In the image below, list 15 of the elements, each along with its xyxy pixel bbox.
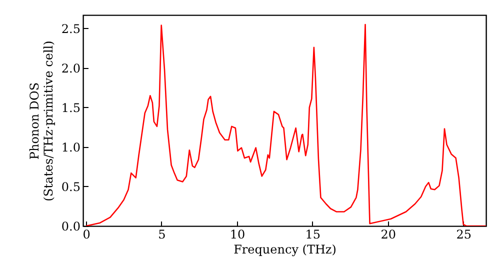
- y-tick-label: 0.5: [61, 180, 80, 194]
- y-tick-label: 1.5: [61, 100, 80, 115]
- line-series: [85, 24, 486, 226]
- x-tick-label: 15: [305, 228, 321, 242]
- y-tick-label: 2.5: [61, 22, 80, 36]
- y-tick-label: 2.0: [61, 61, 80, 76]
- y-axis-title: Phonon DOS (States/THz·primitive cell): [27, 40, 56, 202]
- y-tick-label: 1.0: [61, 140, 80, 154]
- x-axis-title: Frequency (THz): [234, 242, 336, 256]
- x-tick-label: 5: [158, 228, 166, 242]
- x-tick-label: 10: [230, 228, 246, 242]
- x-tick-label: 0: [82, 228, 90, 242]
- x-tick-label: 25: [456, 228, 472, 242]
- x-tick-label: 20: [380, 228, 396, 242]
- y-tick-label: 0.0: [61, 220, 80, 234]
